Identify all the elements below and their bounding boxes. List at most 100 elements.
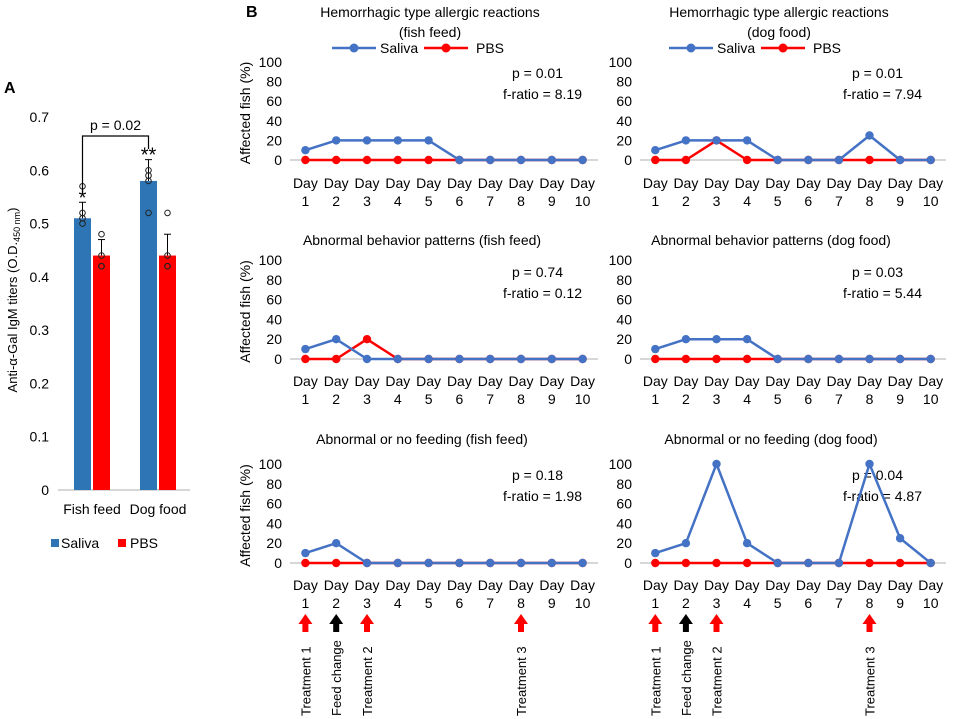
x-tick-day: Day [447, 577, 472, 593]
x-tick-number: 7 [835, 595, 843, 611]
x-tick-day: Day [826, 175, 851, 191]
point-saliva [895, 354, 905, 364]
x-tick-number: 7 [486, 193, 494, 209]
x-tick-number: 3 [713, 193, 721, 209]
arrow-treatment3 [862, 614, 877, 632]
arrow-treatment1 [648, 614, 663, 632]
x-tick-number: 5 [425, 391, 433, 407]
x-tick-number: 10 [575, 391, 591, 407]
significance-bracket [81, 135, 150, 195]
x-tick-number: 7 [835, 193, 843, 209]
arrow-feed-change [329, 614, 344, 632]
y-tick-label: 40 [266, 515, 282, 531]
x-tick-day: Day [918, 175, 943, 191]
chart-title: Hemorrhagic type allergic reactions [669, 4, 888, 20]
point-saliva [681, 539, 691, 548]
arrow-label-feed-change: Feed change [679, 640, 694, 716]
point-pbs [742, 155, 752, 165]
x-tick-day: Day [857, 373, 882, 389]
y-axis-label: Affected fish (%) [237, 260, 253, 362]
y-tick-label: 80 [616, 476, 632, 492]
y-tick-label: 40 [616, 515, 632, 531]
arrow-treatment2 [709, 614, 724, 632]
point-saliva [362, 354, 372, 364]
stat-f-ratio: f-ratio = 0.12 [503, 285, 582, 301]
arrow-treatment2 [360, 614, 374, 632]
point-saliva [865, 459, 874, 469]
x-tick-number: 3 [363, 193, 371, 209]
x-tick-number: 4 [743, 595, 751, 611]
point-saliva [547, 558, 556, 568]
point-pbs [712, 558, 721, 568]
point-pbs [681, 155, 691, 165]
line-chart-b3: Abnormal behavior patterns (fish feed) 0 2… [237, 232, 598, 407]
point-saliva [516, 155, 526, 165]
x-tick-day: Day [826, 577, 851, 593]
point-pbs [895, 558, 905, 568]
x-tick-day: Day [888, 577, 913, 593]
y-axis-label: Anti-α-Gal IgM titers (O.D.450 nm) [5, 208, 22, 393]
x-tick-number: 5 [425, 193, 433, 209]
legend-saliva-label: Saliva [717, 40, 755, 56]
y-tick-label: 0.4 [30, 269, 50, 285]
point-pbs [681, 558, 691, 568]
point-saliva [578, 558, 587, 568]
significance-marker: ** [141, 145, 157, 167]
x-tick-number: 9 [548, 595, 556, 611]
point-saliva [926, 354, 935, 364]
x-tick-day: Day [570, 373, 595, 389]
point-pbs [393, 155, 402, 165]
legend-a-pbs-label: PBS [130, 535, 158, 551]
chart-title: Abnormal or no feeding (fish feed) [316, 431, 528, 447]
legend-pbs-marker [778, 43, 788, 53]
point-saliva [516, 558, 526, 568]
legend-saliva-marker [349, 43, 359, 53]
bar-pbs [159, 255, 176, 490]
point-pbs [865, 558, 874, 568]
legend-pbs-label: PBS [476, 40, 504, 56]
y-tick-label: 40 [616, 113, 632, 129]
point-saliva [895, 534, 905, 543]
x-tick-number: 8 [517, 391, 525, 407]
point-pbs [742, 354, 752, 364]
legend-pbs-label: PBS [813, 40, 841, 56]
x-tick-number: 6 [804, 193, 812, 209]
x-tick-number: 9 [548, 391, 556, 407]
legend-saliva-label: Saliva [380, 40, 418, 56]
y-tick-label: 20 [266, 331, 282, 347]
x-tick-number: 3 [363, 595, 371, 611]
point-saliva [455, 354, 464, 364]
x-tick-number: 1 [651, 391, 659, 407]
arrow-label-treatment2: Treatment 2 [710, 646, 725, 716]
y-tick-label: 100 [259, 54, 283, 70]
point-saliva [773, 354, 782, 364]
x-tick-number: 1 [651, 193, 659, 209]
data-point [145, 209, 152, 217]
x-category-label: Dog food [130, 501, 187, 517]
y-axis-label: Affected fish (%) [237, 464, 253, 566]
chart-subtitle: (dog food) [747, 24, 811, 40]
legend-a-pbs-swatch [118, 539, 126, 547]
panel-label-a: A [4, 80, 16, 97]
x-tick-number: 5 [774, 595, 782, 611]
x-tick-day: Day [416, 175, 441, 191]
point-saliva [547, 354, 556, 364]
stat-f-ratio: f-ratio = 8.19 [503, 86, 582, 102]
point-pbs [301, 155, 310, 165]
x-tick-day: Day [704, 373, 729, 389]
point-pbs [332, 155, 341, 165]
x-tick-day: Day [857, 577, 882, 593]
y-tick-label: 100 [259, 252, 283, 268]
point-pbs [651, 354, 660, 364]
point-saliva [651, 146, 660, 155]
chart-title: Abnormal behavior patterns (fish feed) [303, 232, 541, 248]
arrow-treatment1 [298, 614, 313, 632]
y-tick-label: 60 [616, 93, 632, 109]
y-tick-label: 80 [616, 272, 632, 288]
arrow-label-feed-change: Feed change [329, 640, 344, 716]
data-point [164, 262, 171, 270]
point-saliva [547, 155, 556, 165]
point-pbs [681, 354, 691, 364]
line-chart-b5: Abnormal or no feeding (fish feed) 0 20 40 6… [237, 431, 598, 611]
bar-saliva [140, 180, 157, 490]
